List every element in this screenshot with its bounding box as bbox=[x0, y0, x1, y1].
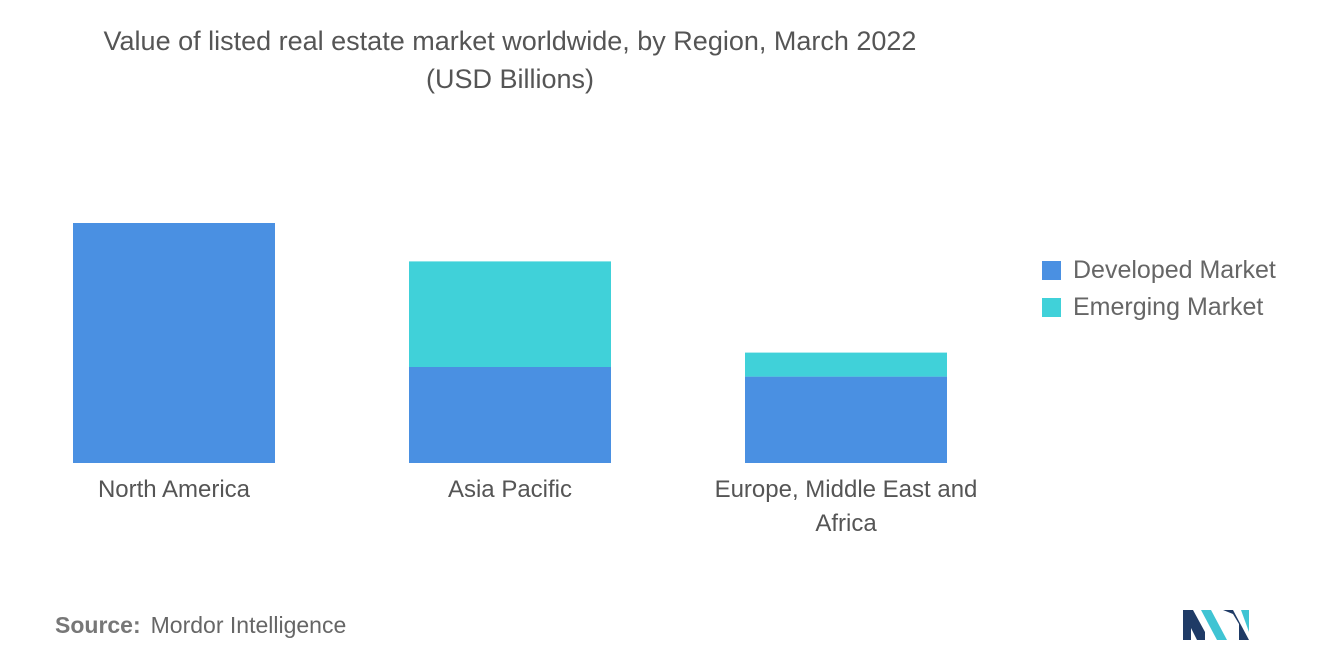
legend-item-emerging: Emerging Market bbox=[1042, 289, 1276, 326]
legend-label-developed: Developed Market bbox=[1073, 256, 1276, 284]
logo-shape-right bbox=[1223, 610, 1249, 640]
x-tick-label-0: North America bbox=[98, 476, 251, 503]
chart-title-line-1: Value of listed real estate market world… bbox=[103, 26, 917, 56]
logo-shape-mid bbox=[1201, 610, 1227, 640]
legend-item-developed: Developed Market bbox=[1042, 252, 1276, 289]
bar-emerging-2 bbox=[745, 352, 947, 377]
bar-developed-0 bbox=[73, 223, 275, 463]
chart-title: Value of listed real estate market world… bbox=[0, 22, 1020, 98]
source-label: Source: bbox=[55, 612, 141, 638]
x-tick-label-1: Asia Pacific bbox=[448, 476, 572, 503]
legend-swatch-developed bbox=[1042, 261, 1061, 280]
bar-emerging-1 bbox=[409, 261, 611, 367]
source-value: Mordor Intelligence bbox=[150, 612, 347, 638]
legend-label-emerging: Emerging Market bbox=[1073, 293, 1264, 321]
mordor-intelligence-logo-icon bbox=[1183, 610, 1249, 640]
x-tick-label-2: Europe, Middle East and Africa bbox=[715, 476, 978, 537]
chart-legend: Developed Market Emerging Market bbox=[1042, 252, 1276, 326]
logo-shape-left bbox=[1183, 610, 1205, 640]
legend-swatch-emerging bbox=[1042, 298, 1061, 317]
source-note: Source: Mordor Intelligence bbox=[55, 612, 346, 639]
bar-developed-1 bbox=[409, 367, 611, 463]
chart-title-line-2: (USD Billions) bbox=[425, 64, 595, 94]
bar-developed-2 bbox=[745, 376, 947, 463]
logo-shape-edge bbox=[1241, 610, 1249, 632]
